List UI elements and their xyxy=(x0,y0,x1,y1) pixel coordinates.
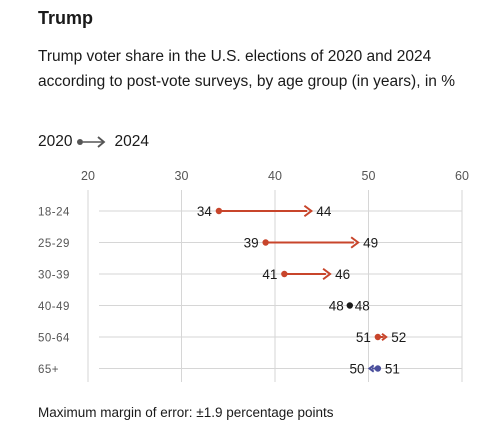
data-label-2020: 51 xyxy=(356,330,371,345)
data-label-2024: 52 xyxy=(391,330,406,345)
data-point-2020 xyxy=(374,365,382,372)
data-point-2020 xyxy=(215,207,223,215)
data-label-2024: 48 xyxy=(355,299,370,314)
x-tick-label: 50 xyxy=(362,169,376,183)
data-label-2024: 44 xyxy=(316,204,332,219)
change-arrowhead xyxy=(303,204,314,218)
category-label: 30-39 xyxy=(38,270,70,282)
data-label-2024: 46 xyxy=(335,267,350,282)
dumbbell-chart: 20 30 40 50 60 18-24 34 44 25-29 39 49 30-39 41 46 40-… xyxy=(38,169,469,382)
legend-to-label: 2024 xyxy=(114,133,149,150)
data-label-2020: 48 xyxy=(329,299,344,314)
legend: 2020 2024 xyxy=(38,133,149,151)
data-label-2020: 39 xyxy=(244,236,259,251)
legend-from-label: 2020 xyxy=(38,133,73,150)
data-label-2020: 41 xyxy=(262,267,277,282)
category-label: 40-49 xyxy=(38,301,70,313)
x-tick-label: 20 xyxy=(81,169,95,183)
data-point-2020 xyxy=(281,270,288,278)
legend-arrow-icon xyxy=(77,136,106,148)
data-point-2020 xyxy=(262,239,269,246)
footnote: Maximum margin of error: ±1.9 percentage… xyxy=(38,405,334,420)
category-label: 50-64 xyxy=(38,333,70,345)
change-arrowhead xyxy=(350,236,360,249)
chart-title: Trump xyxy=(38,8,94,28)
data-label-2024: 50 xyxy=(349,362,364,377)
category-label: 65+ xyxy=(38,364,59,376)
category-label: 25-29 xyxy=(38,238,70,250)
change-arrowhead xyxy=(381,333,388,341)
data-point-2020 xyxy=(346,302,353,309)
change-arrowhead xyxy=(322,267,332,281)
data-point-2020 xyxy=(374,333,382,341)
data-label-2020: 34 xyxy=(197,204,213,219)
change-arrowhead xyxy=(367,364,375,373)
chart-subtitle: Trump voter share in the U.S. elections … xyxy=(38,48,455,90)
x-tick-label: 30 xyxy=(175,169,189,183)
data-label-2024: 49 xyxy=(363,236,378,251)
category-label: 18-24 xyxy=(38,207,70,219)
data-label-2020: 51 xyxy=(385,362,400,377)
x-tick-label: 60 xyxy=(455,169,469,183)
x-tick-label: 40 xyxy=(268,169,282,183)
